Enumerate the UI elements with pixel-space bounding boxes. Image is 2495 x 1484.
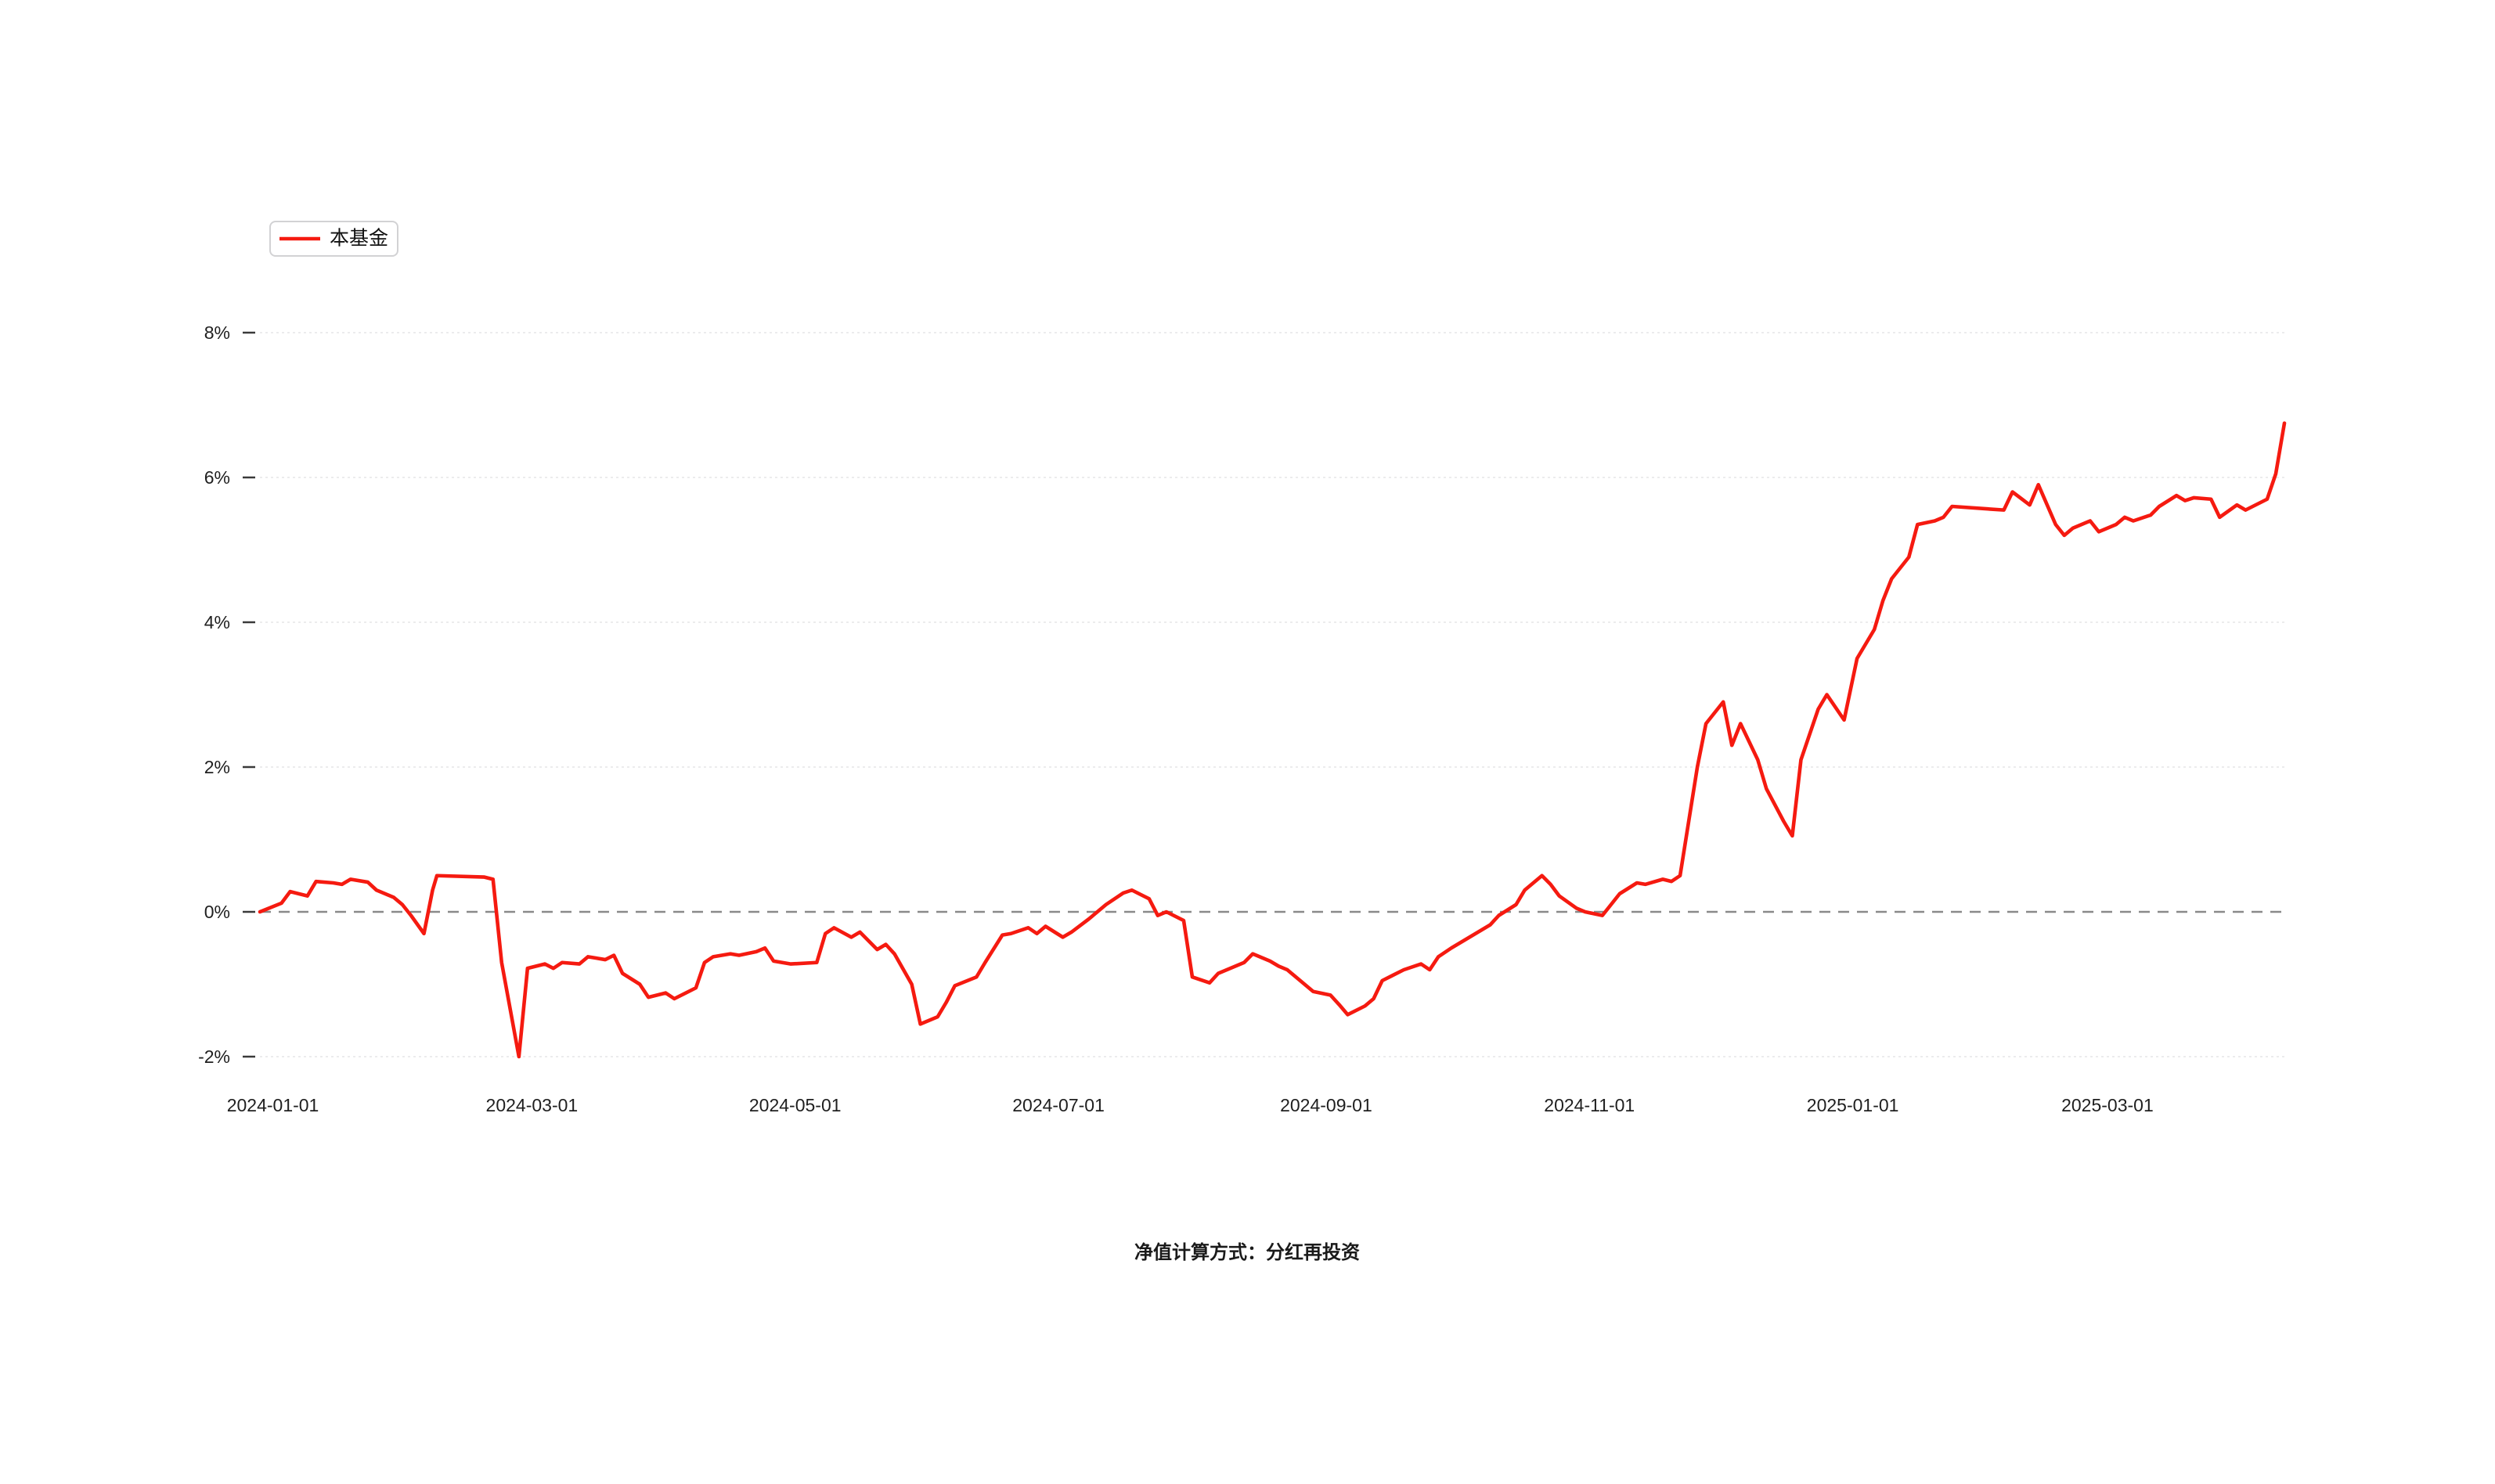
- x-axis-tick-label: 2024-09-01: [1280, 1095, 1372, 1115]
- y-axis-labels: -2% 0% 2% 4% 6% 8%: [198, 322, 230, 1067]
- y-axis-tick-label: 6%: [204, 467, 230, 488]
- chart-legend[interactable]: 本基金: [269, 221, 398, 257]
- series-line-ben-jijin[interactable]: [258, 421, 2287, 1059]
- x-axis-tick-label: 2024-03-01: [486, 1095, 579, 1115]
- axis-tick-marks: [243, 331, 255, 1058]
- y-axis-tick-label: -2%: [198, 1046, 230, 1067]
- x-axis-tick-label: 2024-01-01: [227, 1095, 319, 1115]
- y-axis-tick-label: 2%: [204, 757, 230, 777]
- x-axis-tick-label: 2025-01-01: [1807, 1095, 1899, 1115]
- x-axis-tick-label: 2024-11-01: [1544, 1095, 1635, 1115]
- gridlines: [260, 332, 2284, 1057]
- series-lines[interactable]: [258, 421, 2287, 1059]
- x-axis-tick-label: 2025-03-01: [2061, 1095, 2154, 1115]
- x-axis-tick-label: 2024-05-01: [749, 1095, 842, 1115]
- y-axis-tick-label: 8%: [204, 322, 230, 343]
- y-axis-tick-label: 0%: [204, 902, 230, 922]
- y-axis-tick-label: 4%: [204, 612, 230, 632]
- nav-calculation-footnote: 净值计算方式：分红再投资: [1134, 1241, 1360, 1263]
- legend-container[interactable]: [269, 221, 398, 257]
- legend-entry-label: 本基金: [330, 228, 388, 250]
- x-axis-tick-label: 2024-07-01: [1012, 1095, 1105, 1115]
- x-axis-labels: 2024-01-01 2024-03-01 2024-05-01 2024-07-01…: [227, 1095, 2154, 1115]
